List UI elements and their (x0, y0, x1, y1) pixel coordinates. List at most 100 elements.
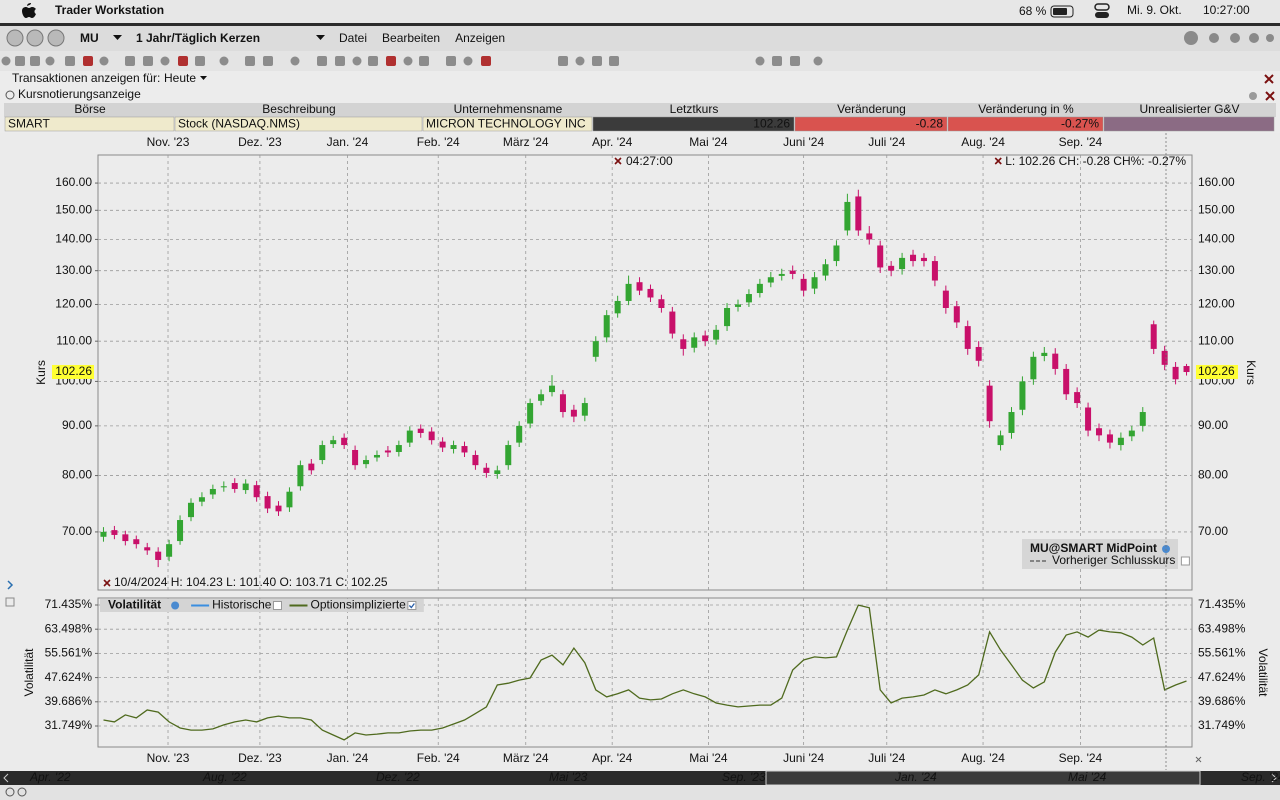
legend-item[interactable]: Historische (212, 598, 272, 612)
toolbar-icon[interactable] (446, 56, 456, 66)
column-header[interactable]: Unrealisierter G&V (1139, 102, 1239, 116)
side-icon[interactable] (7, 580, 14, 590)
close-icon[interactable] (1265, 91, 1275, 101)
table-cell (1103, 116, 1275, 132)
navigator-arrows[interactable] (3, 773, 1277, 783)
transactions-dropdown-arrow[interactable] (200, 76, 207, 80)
column-header[interactable]: Börse (74, 102, 106, 116)
y-tick-label: 80.00 (1198, 468, 1228, 482)
toolbar-icon[interactable] (195, 56, 205, 66)
toolbar-icon[interactable] (790, 56, 800, 66)
column-header[interactable]: Beschreibung (262, 102, 335, 116)
navigator-label: Aug. '22 (202, 770, 247, 784)
column-header[interactable]: Unternehmensname (454, 102, 563, 116)
period-dropdown-arrow[interactable] (316, 35, 325, 40)
apple-icon[interactable] (22, 3, 36, 18)
toolbar-icon[interactable] (609, 56, 619, 66)
toolbar-icon[interactable] (219, 56, 229, 66)
column-header[interactable]: Veränderung (837, 102, 906, 116)
close-icon[interactable] (614, 157, 622, 165)
toolbar-icon[interactable] (160, 56, 170, 66)
toolbar-icon[interactable] (352, 56, 362, 66)
toolbar-icon[interactable] (386, 56, 396, 66)
legend-checkbox[interactable] (1180, 556, 1190, 566)
close-icon[interactable] (1264, 74, 1274, 84)
y-tick-label: 150.00 (55, 202, 92, 216)
y-tick-label: 71.435% (1198, 597, 1246, 611)
toolbar-icon[interactable] (368, 56, 378, 66)
zoom-button[interactable] (47, 29, 65, 47)
toolbar-icon[interactable] (592, 56, 602, 66)
legend-checkbox[interactable] (407, 601, 417, 610)
toolbar-icon[interactable] (755, 56, 765, 66)
candle-body (680, 339, 687, 349)
toolbar-icon[interactable] (419, 56, 429, 66)
minimize-button[interactable] (26, 29, 44, 47)
toolbar-icon[interactable] (83, 56, 93, 66)
column-header[interactable]: Veränderung in % (978, 102, 1074, 116)
tool-icon[interactable] (1230, 33, 1240, 43)
candle-body (1172, 366, 1179, 380)
corner-icon[interactable] (1195, 756, 1202, 763)
toolbar-icon[interactable] (1, 56, 11, 66)
table-cell (174, 116, 423, 132)
toolbar-icon[interactable] (65, 56, 75, 66)
column-header[interactable]: Letztkurs (670, 102, 719, 116)
menu-item[interactable]: Anzeigen (455, 31, 505, 45)
toolbar-icon[interactable] (403, 56, 413, 66)
close-icon[interactable] (103, 579, 111, 587)
control-icon-part[interactable] (1095, 12, 1109, 18)
toolbar-icon[interactable] (575, 56, 585, 66)
close-icon[interactable] (994, 157, 1002, 165)
toolbar-icon[interactable] (178, 56, 188, 66)
legend-checkbox[interactable] (272, 601, 282, 610)
control-icon[interactable] (1094, 3, 1110, 11)
toolbar-icon[interactable] (15, 56, 25, 66)
toolbar-icon[interactable] (317, 56, 327, 66)
legend-icon[interactable] (171, 601, 180, 610)
toolbar-icon[interactable] (30, 56, 40, 66)
toolbar-icon[interactable] (45, 56, 55, 66)
toolbar-icon[interactable] (245, 56, 255, 66)
navigator-window[interactable] (765, 770, 1201, 786)
tool-icon[interactable] (1184, 31, 1198, 45)
tool-icon[interactable] (1266, 34, 1274, 42)
toolbar-icon[interactable] (558, 56, 568, 66)
toolbar-icon[interactable] (143, 56, 153, 66)
tool-icon[interactable] (1249, 33, 1259, 43)
candle-body (1183, 366, 1190, 373)
toolbar-icon[interactable] (263, 56, 273, 66)
side-icon[interactable] (5, 597, 15, 607)
period[interactable]: 1 Jahr/Täglich Kerzen (136, 31, 260, 45)
battery-percent: 68 % (1019, 4, 1047, 18)
status-icon[interactable] (17, 787, 27, 797)
toolbar-icon[interactable] (290, 56, 300, 66)
candle-body (308, 463, 315, 471)
panel-collapse[interactable] (5, 90, 15, 100)
table-cell-text: 102.26 (753, 117, 790, 131)
menu-item[interactable]: Datei (339, 31, 367, 45)
symbol-dropdown-arrow[interactable] (113, 35, 122, 40)
tool-icon[interactable] (1209, 33, 1219, 43)
toolbar-icon[interactable] (125, 56, 135, 66)
menu-item[interactable]: Bearbeiten (382, 31, 440, 45)
transactions-value[interactable]: Heute (164, 71, 196, 85)
app-name[interactable]: Trader Workstation (55, 3, 164, 17)
toolbar-icon[interactable] (481, 56, 491, 66)
toolbar-icon[interactable] (463, 56, 473, 66)
symbol[interactable]: MU (80, 31, 99, 45)
candle-body (636, 282, 643, 291)
toolbar-icon[interactable] (813, 56, 823, 66)
panel-icon[interactable] (1249, 92, 1257, 100)
toolbar-icon[interactable] (335, 56, 345, 66)
status-icon[interactable] (5, 787, 15, 797)
y-tick-label: 71.435% (45, 597, 93, 611)
candle-body (1161, 350, 1168, 365)
candle-body (964, 326, 971, 349)
close-button[interactable] (6, 29, 24, 47)
toolbar-icon[interactable] (772, 56, 782, 66)
legend-item[interactable]: Optionsimplizierte (310, 598, 406, 612)
candle-body (330, 440, 337, 445)
toolbar-icon[interactable] (99, 56, 109, 66)
